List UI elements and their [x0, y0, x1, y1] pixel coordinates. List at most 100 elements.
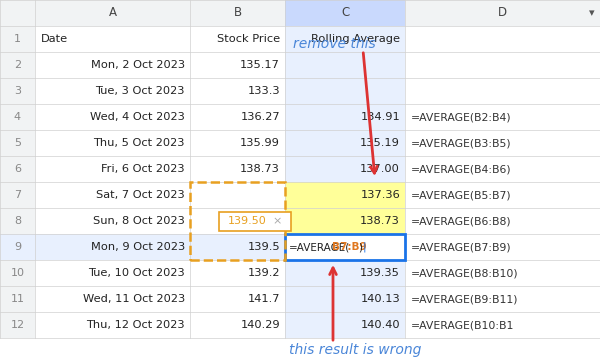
Text: 138.73: 138.73 — [240, 164, 280, 174]
Text: 3: 3 — [14, 86, 21, 96]
Bar — [285, 286, 405, 312]
Bar — [285, 260, 405, 286]
Text: Sun, 8 Oct 2023: Sun, 8 Oct 2023 — [93, 216, 185, 226]
Text: 141.7: 141.7 — [248, 294, 280, 304]
Text: 2: 2 — [14, 60, 21, 70]
Text: 138.73: 138.73 — [360, 216, 400, 226]
Text: 139.35: 139.35 — [360, 268, 400, 278]
Text: 1: 1 — [14, 34, 21, 44]
Bar — [405, 26, 600, 52]
Bar — [285, 208, 405, 234]
Text: =AVERAGE(B8:B10): =AVERAGE(B8:B10) — [411, 268, 518, 278]
Text: Sat, 7 Oct 2023: Sat, 7 Oct 2023 — [96, 190, 185, 200]
Bar — [190, 234, 285, 260]
Bar — [405, 78, 600, 104]
Bar — [190, 182, 285, 208]
Text: Tue, 10 Oct 2023: Tue, 10 Oct 2023 — [88, 268, 185, 278]
Text: 137.00: 137.00 — [360, 164, 400, 174]
Text: ): ) — [358, 242, 362, 252]
Bar — [35, 26, 190, 52]
Text: 135.19: 135.19 — [360, 138, 400, 148]
Text: Tue, 3 Oct 2023: Tue, 3 Oct 2023 — [95, 86, 185, 96]
Text: 135.17: 135.17 — [240, 60, 280, 70]
Bar — [190, 78, 285, 104]
Bar — [285, 234, 405, 260]
Bar — [35, 208, 190, 234]
Text: =AVERAGE(B7:B9): =AVERAGE(B7:B9) — [411, 242, 512, 252]
Text: 134.91: 134.91 — [360, 112, 400, 122]
Text: Stock Price: Stock Price — [217, 34, 280, 44]
Bar — [285, 156, 405, 182]
Text: this result is wrong: this result is wrong — [289, 343, 421, 357]
Text: 139.50: 139.50 — [227, 216, 266, 226]
Bar — [0, 156, 35, 182]
Text: 11: 11 — [11, 294, 25, 304]
Bar — [405, 260, 600, 286]
Bar — [0, 182, 35, 208]
Bar — [0, 78, 35, 104]
Bar — [0, 312, 35, 338]
Bar — [35, 130, 190, 156]
Bar — [0, 234, 35, 260]
Bar — [190, 312, 285, 338]
Bar — [0, 208, 35, 234]
Bar — [285, 0, 405, 26]
Text: =AVERAGE(B3:B5): =AVERAGE(B3:B5) — [411, 138, 512, 148]
Bar — [35, 286, 190, 312]
Bar — [0, 260, 35, 286]
Bar — [405, 234, 600, 260]
Bar — [35, 78, 190, 104]
Text: Mon, 2 Oct 2023: Mon, 2 Oct 2023 — [91, 60, 185, 70]
Text: =AVERAGE(B5:B7): =AVERAGE(B5:B7) — [411, 190, 512, 200]
Text: 12: 12 — [10, 320, 25, 330]
Bar — [190, 182, 285, 260]
Text: Thu, 5 Oct 2023: Thu, 5 Oct 2023 — [94, 138, 185, 148]
Bar — [190, 286, 285, 312]
Text: 140.40: 140.40 — [361, 320, 400, 330]
Text: 139.5: 139.5 — [247, 242, 280, 252]
Bar — [405, 104, 600, 130]
Text: 137.36: 137.36 — [360, 190, 400, 200]
Bar — [0, 286, 35, 312]
Text: 136.27: 136.27 — [241, 112, 280, 122]
Bar — [0, 26, 35, 52]
Text: 140.29: 140.29 — [241, 320, 280, 330]
Text: 140.13: 140.13 — [360, 294, 400, 304]
Bar — [405, 286, 600, 312]
Bar — [190, 130, 285, 156]
Bar — [285, 26, 405, 52]
Bar — [35, 260, 190, 286]
Text: Thu, 12 Oct 2023: Thu, 12 Oct 2023 — [86, 320, 185, 330]
Bar — [190, 0, 285, 26]
Bar — [35, 0, 190, 26]
Bar — [35, 104, 190, 130]
Bar — [285, 78, 405, 104]
Text: D: D — [498, 7, 507, 20]
Text: 135.99: 135.99 — [240, 138, 280, 148]
Bar — [219, 211, 291, 231]
Text: Date: Date — [41, 34, 68, 44]
Text: remove this: remove this — [293, 37, 376, 51]
Bar — [35, 52, 190, 78]
Text: =AVERAGE(: =AVERAGE( — [289, 242, 350, 252]
Text: =AVERAGE(B9:B11): =AVERAGE(B9:B11) — [411, 294, 518, 304]
Bar — [0, 52, 35, 78]
Bar — [0, 104, 35, 130]
Bar — [190, 156, 285, 182]
Bar — [405, 0, 600, 26]
Bar — [0, 130, 35, 156]
Text: 10: 10 — [11, 268, 25, 278]
Text: ×: × — [272, 216, 281, 226]
Text: Fri, 6 Oct 2023: Fri, 6 Oct 2023 — [101, 164, 185, 174]
Text: 6: 6 — [14, 164, 21, 174]
Bar — [35, 234, 190, 260]
Text: |: | — [363, 242, 367, 252]
Text: Wed, 11 Oct 2023: Wed, 11 Oct 2023 — [83, 294, 185, 304]
Text: =AVERAGE(B6:B8): =AVERAGE(B6:B8) — [411, 216, 512, 226]
Bar — [35, 156, 190, 182]
Text: =AVERAGE(B4:B6): =AVERAGE(B4:B6) — [411, 164, 512, 174]
Text: C: C — [341, 7, 349, 20]
Text: 7: 7 — [14, 190, 21, 200]
Bar — [35, 182, 190, 208]
Text: 4: 4 — [14, 112, 21, 122]
